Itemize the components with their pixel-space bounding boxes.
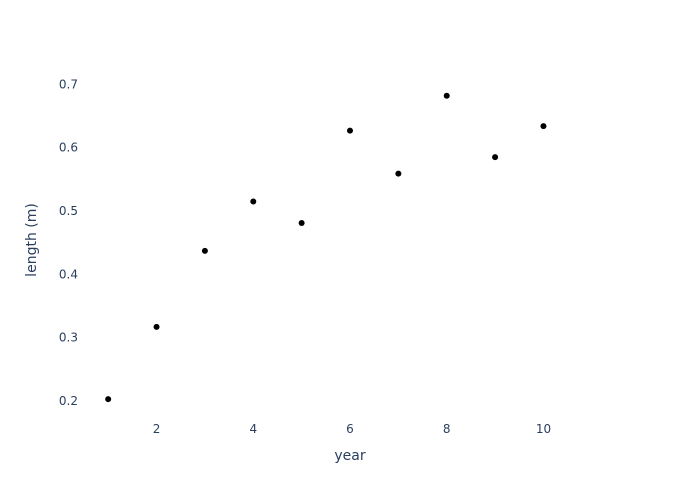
data-point	[347, 127, 353, 134]
data-point	[298, 220, 305, 227]
x-axis-ticks: 2 4 6 8 10	[153, 422, 551, 436]
x-tick-label: 10	[536, 422, 551, 436]
x-tick-label: 4	[249, 422, 257, 436]
y-tick-label: 0.2	[59, 394, 78, 408]
y-axis-ticks: 0.2 0.3 0.4 0.5 0.6 0.7	[59, 77, 78, 408]
data-point	[492, 154, 499, 161]
scatter-points	[105, 92, 547, 403]
x-tick-label: 8	[443, 422, 451, 436]
data-point	[250, 198, 257, 205]
y-tick-label: 0.7	[59, 77, 78, 91]
data-point	[395, 170, 402, 177]
data-point	[443, 92, 450, 99]
data-point	[105, 396, 112, 403]
data-point	[201, 247, 208, 254]
y-tick-label: 0.6	[59, 141, 78, 155]
y-tick-label: 0.3	[59, 331, 78, 345]
data-point	[540, 123, 547, 130]
x-axis-title: year	[334, 448, 365, 464]
x-tick-label: 6	[346, 422, 354, 436]
x-tick-label: 2	[153, 422, 161, 436]
y-tick-label: 0.5	[59, 204, 78, 218]
y-tick-label: 0.4	[59, 267, 78, 281]
y-axis-title: length (m)	[24, 203, 40, 277]
data-point	[153, 323, 160, 330]
